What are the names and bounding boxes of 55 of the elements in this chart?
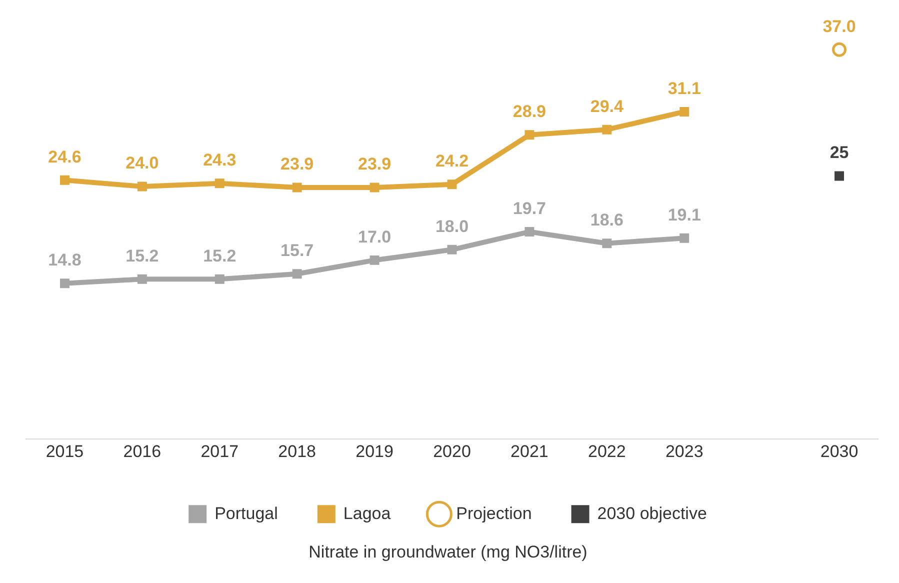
x-tick-label: 2020 [433,442,471,462]
point [60,278,70,288]
data-label: 24.6 [48,147,82,166]
legend-label: Lagoa [343,504,392,523]
x-tick-label: 2019 [356,442,394,462]
point [292,269,302,279]
point [214,178,224,188]
data-label: 23.9 [280,154,314,174]
point [60,175,70,185]
data-label: 17.0 [358,227,392,246]
data-label: 19.1 [668,205,701,224]
data-label: 37.0 [822,16,856,36]
point [137,274,147,284]
x-tick-label: 2023 [665,442,704,462]
x-tick-label: 2017 [200,442,239,462]
point [524,130,534,140]
data-label: 24.0 [126,154,159,173]
data-label: 31.1 [668,78,701,98]
point [524,227,534,236]
x-tick-label: 2015 [46,442,84,462]
data-label: 24.2 [435,152,469,171]
data-label: 15.2 [203,246,236,266]
point [602,124,612,134]
point [680,233,690,243]
point [602,238,612,248]
point [137,182,147,192]
point [370,182,380,192]
data-label: 18.0 [435,216,469,236]
data-label: 18.6 [590,210,624,230]
point [834,171,844,181]
x-tick-label: 2021 [510,442,548,462]
x-tick-label: 2030 [820,442,858,462]
point [680,106,690,116]
point [370,255,380,265]
point [214,274,224,284]
legend-label: 2030 objective [597,504,707,523]
data-label: 25 [830,143,849,162]
text: Nitrate in groundwater (mg NO3/litre) [308,542,588,562]
legend-label: Portugal [214,504,278,523]
point [447,244,457,254]
legend-label: Projection [456,504,532,523]
data-label: 23.9 [358,154,392,174]
x-tick-label: 2022 [588,442,626,462]
data-label: 24.3 [203,150,236,170]
x-tick-label: 2016 [123,442,162,462]
point [292,182,302,192]
data-label: 29.4 [590,96,624,116]
x-tick-label: 2018 [278,442,316,462]
data-label: 15.2 [126,246,159,266]
data-label: 15.7 [280,241,314,260]
data-label: 28.9 [512,102,546,122]
data-label: 19.7 [512,198,546,218]
point [447,180,457,190]
data-label: 14.8 [48,250,82,270]
point [832,42,847,57]
